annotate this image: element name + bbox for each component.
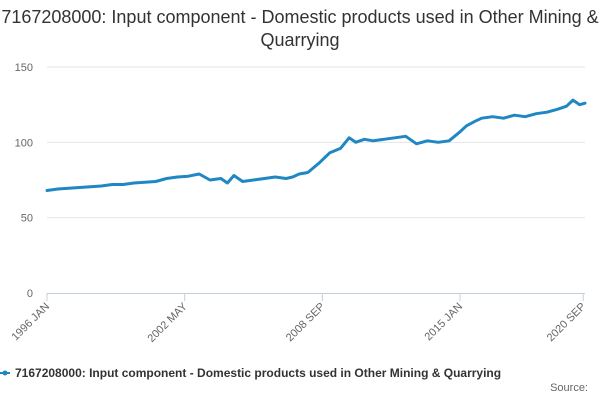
y-tick-label: 50	[21, 213, 33, 225]
source-label: Source:	[550, 382, 588, 394]
x-axis-ticks: 1996 JAN 2002 MAY 2008 SEP 2015 JAN 2020 SEP	[9, 293, 588, 345]
legend[interactable]: 7167208000: Input component - Domestic p…	[0, 364, 600, 382]
y-axis-ticks: 0 50 100 150	[15, 62, 33, 300]
legend-label: 7167208000: Input component - Domestic p…	[15, 366, 502, 380]
x-tick-label: 2015 JAN	[422, 301, 465, 344]
y-tick-label: 150	[15, 62, 33, 74]
x-tick-label: 1996 JAN	[9, 301, 52, 344]
series-layer	[45, 98, 587, 192]
grid-lines	[47, 66, 585, 219]
chart-title: 7167208000: Input component - Domestic p…	[1, 7, 599, 50]
series-line[interactable]	[45, 98, 587, 192]
x-tick-label: 2008 SEP	[284, 301, 328, 345]
legend-swatch-icon	[0, 370, 10, 376]
x-tick-label: 2020 SEP	[545, 301, 589, 345]
x-tick-label: 2002 MAY	[146, 300, 191, 345]
y-tick-label: 100	[15, 137, 33, 149]
y-tick-label: 0	[27, 288, 33, 300]
